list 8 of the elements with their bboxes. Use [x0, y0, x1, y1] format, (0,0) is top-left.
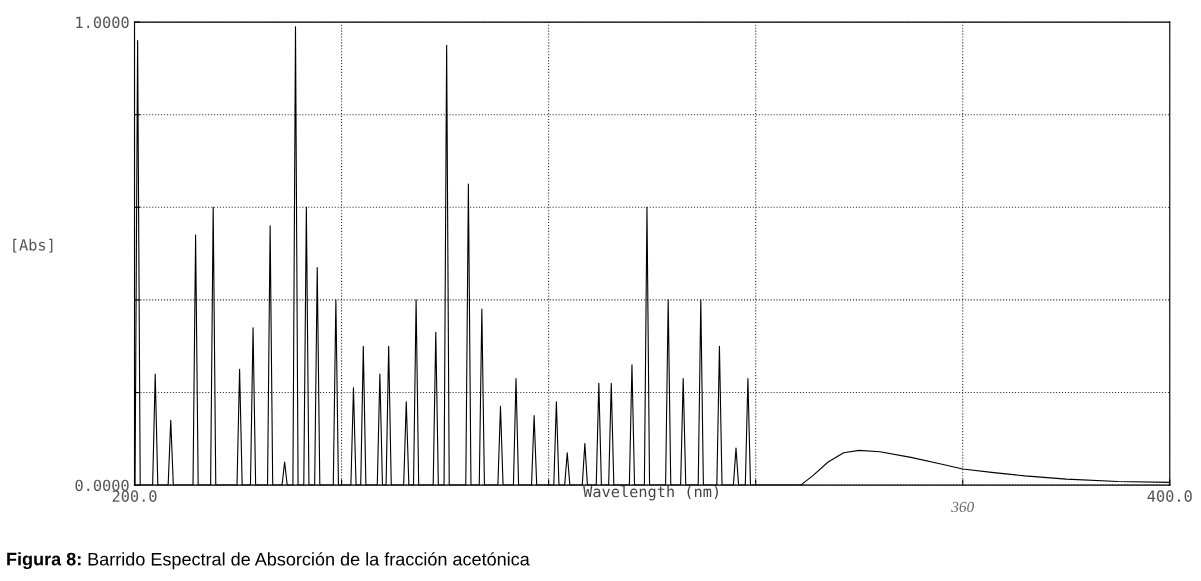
y-axis-title: [Abs]	[13, 238, 53, 253]
x-axis-title: Wavelength (nm)	[583, 485, 718, 501]
x-tick-label: 200.0	[112, 490, 157, 502]
y-tick-label: 0.0000	[75, 479, 129, 492]
text: 360	[951, 501, 974, 513]
text: Figura 8: Barrido Espectral de Absorción de la fracción acetónica	[7, 552, 530, 570]
y-tick-label: 1.0000	[76, 16, 129, 29]
x-tick-label: 400.0	[1147, 490, 1192, 502]
